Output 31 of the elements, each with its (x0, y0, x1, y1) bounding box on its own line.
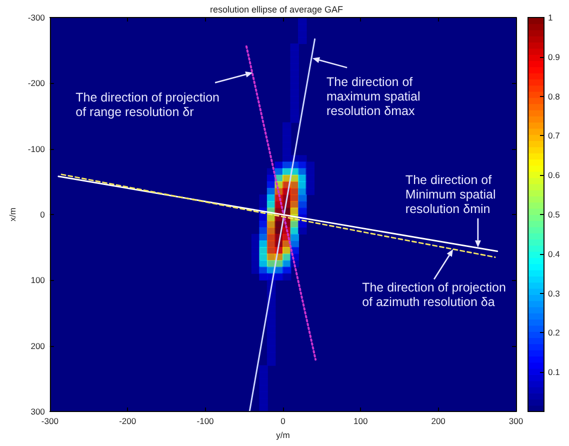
annotation: The direction of projection of range resolution δr (76, 90, 220, 119)
color-bar-label: 0.2 (548, 328, 560, 338)
x-tick-label: 200 (431, 416, 446, 426)
color-bar-label: 0.6 (548, 170, 560, 180)
chart-title: resolution ellipse of average GAF (210, 4, 344, 14)
color-bar-label: 0.3 (548, 288, 560, 298)
y-tick-label: 100 (30, 275, 46, 286)
x-tick-label: -100 (196, 416, 214, 426)
annotation: The direction of Minimum spatial resolution δmin (405, 173, 496, 216)
x-tick-label: -200 (119, 416, 136, 426)
color-bar-label: 0.9 (548, 52, 560, 62)
y-axis-title: x/m (8, 208, 18, 222)
x-axis-title: y/m (276, 430, 290, 440)
color-bar-label: 0.5 (548, 210, 560, 220)
annotation: The direction of maximum spatial resolution δmax (326, 74, 420, 118)
color-bar-label: 0.1 (548, 367, 560, 378)
y-tick-label: 300 (30, 406, 46, 416)
y-tick-label: 0 (40, 210, 46, 220)
color-bar-label: 0.7 (548, 130, 560, 141)
color-bar-label: 0.8 (548, 91, 560, 102)
color-bar-label: 0.4 (548, 248, 560, 259)
y-tick-label: -100 (28, 144, 46, 154)
x-tick-label: 0 (280, 416, 286, 426)
annotation: The direction of projection of azimuth resolution δa (362, 280, 506, 310)
x-tick-label: 100 (354, 416, 368, 426)
y-tick-label: 200 (30, 340, 46, 351)
y-tick-label: -200 (28, 78, 46, 88)
x-tick-label: 300 (508, 416, 524, 426)
color-bar-label: 1 (548, 12, 553, 22)
y-tick-label: -300 (28, 12, 46, 22)
x-tick-label: -300 (41, 416, 59, 426)
